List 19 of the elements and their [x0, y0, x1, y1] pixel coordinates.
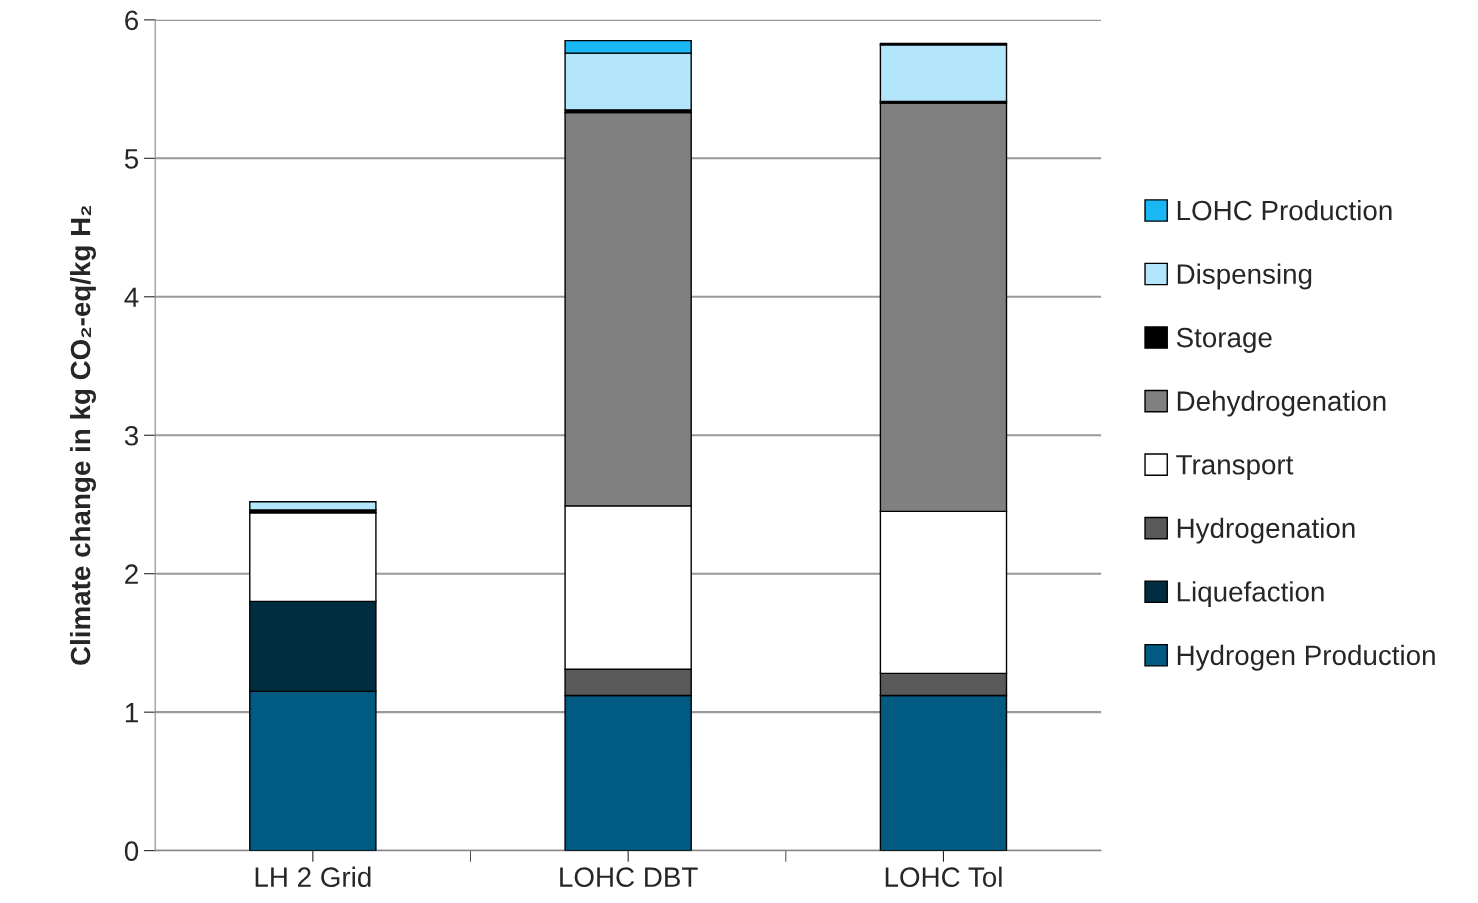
legend-label: Hydrogen Production: [1177, 644, 1435, 671]
legend-label: Liquefaction: [1177, 581, 1324, 608]
legend-label: Hydrogenation: [1177, 517, 1355, 544]
y-tick-label: 5: [124, 149, 139, 169]
y-tick-label: 6: [125, 10, 138, 31]
y-tick-label: 1: [125, 703, 138, 723]
y-tick-label: 3: [124, 425, 138, 446]
y-tick-label: 0: [124, 841, 139, 861]
x-tick-label: LOHC Tol: [885, 866, 1002, 887]
legend-label: Storage: [1176, 327, 1272, 353]
y-axis-title: Climate change in kg CO₂-eq/kg H₂: [69, 205, 96, 665]
legend-label: Dispensing: [1177, 263, 1312, 290]
y-tick-label: 2: [125, 564, 138, 584]
legend-label: LOHC Production: [1177, 199, 1392, 221]
x-tick-label: LH 2 Grid: [255, 866, 371, 887]
legend-label: Dehydrogenation: [1177, 390, 1386, 417]
legend-label: Transport: [1176, 455, 1294, 481]
x-tick-label: LOHC DBT: [560, 867, 698, 887]
y-tick-label: 4: [124, 287, 139, 307]
